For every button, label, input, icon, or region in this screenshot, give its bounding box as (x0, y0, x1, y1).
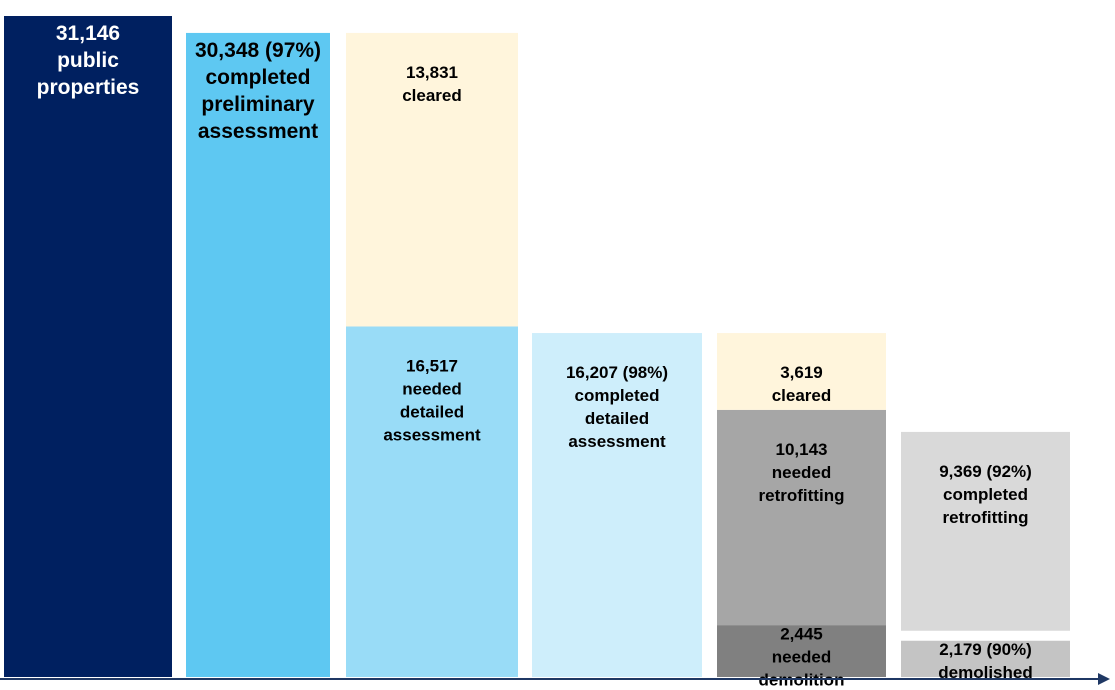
bar-label-preliminary-outcome-1-line-0: 13,831 (406, 63, 458, 82)
bar-segment-detailed-outcome-2 (717, 333, 886, 410)
bar-segment-completion-1 (901, 431, 1070, 631)
bar-label-detailed-0-line-2: detailed (585, 409, 649, 428)
bar-label-detailed-0-line-3: assessment (568, 432, 666, 451)
bar-label-detailed-outcome-1-line-1: needed (772, 463, 832, 482)
bar-label-preliminary-0-line-1: completed (205, 66, 310, 89)
bar-segment-detailed-outcome-1 (717, 409, 886, 626)
bar-label-detailed-outcome-0-line-0: 2,445 (780, 625, 823, 644)
bar-label-detailed-0-line-0: 16,207 (98%) (566, 363, 668, 382)
bar-label-completion-1-line-1: completed (943, 485, 1028, 504)
bar-segment-detailed-0 (532, 333, 702, 677)
bar-segment-detailed-outcome-0 (717, 625, 886, 677)
bar-label-preliminary-outcome-1-line-1: cleared (402, 86, 462, 105)
bar-label-detailed-outcome-1-line-0: 10,143 (776, 440, 828, 459)
bar-label-preliminary-outcome-0-line-2: detailed (400, 402, 464, 421)
bar-segment-total-0 (4, 16, 172, 677)
bar-label-preliminary-outcome-0-line-3: assessment (383, 425, 481, 444)
x-axis-arrow-icon (1098, 673, 1110, 685)
bar-segment-preliminary-outcome-0 (346, 326, 518, 677)
bar-label-completion-0-line-0: 2,179 (90%) (939, 640, 1032, 659)
bar-label-completion-1-line-0: 9,369 (92%) (939, 462, 1032, 481)
bar-label-preliminary-0-line-0: 30,348 (97%) (195, 39, 321, 62)
bar-label-preliminary-0-line-3: assessment (198, 120, 318, 143)
bar-label-total-0-line-1: public (57, 49, 119, 72)
bar-label-completion-0-line-1: demolished (938, 663, 1032, 682)
bar-label-total-0-line-0: 31,146 (56, 22, 120, 45)
bar-label-preliminary-0-line-2: preliminary (201, 93, 315, 116)
bar-label-detailed-outcome-0-line-1: needed (772, 648, 832, 667)
bar-label-detailed-0-line-1: completed (574, 386, 659, 405)
bar-label-detailed-outcome-0-line-2: demolition (759, 671, 845, 690)
bar-label-detailed-outcome-2-line-1: cleared (772, 386, 832, 405)
bar-label-detailed-outcome-1-line-2: retrofitting (759, 486, 845, 505)
bar-label-detailed-outcome-2-line-0: 3,619 (780, 363, 823, 382)
bar-label-preliminary-outcome-0-line-0: 16,517 (406, 356, 458, 375)
bar-label-total-0-line-2: properties (37, 76, 140, 99)
bar-segment-preliminary-outcome-1 (346, 32, 518, 327)
bar-label-completion-1-line-2: retrofitting (943, 508, 1029, 527)
bar-label-preliminary-outcome-0-line-1: needed (402, 379, 462, 398)
bar-segment-completion-0 (901, 640, 1070, 677)
bar-segment-preliminary-0 (186, 32, 330, 677)
